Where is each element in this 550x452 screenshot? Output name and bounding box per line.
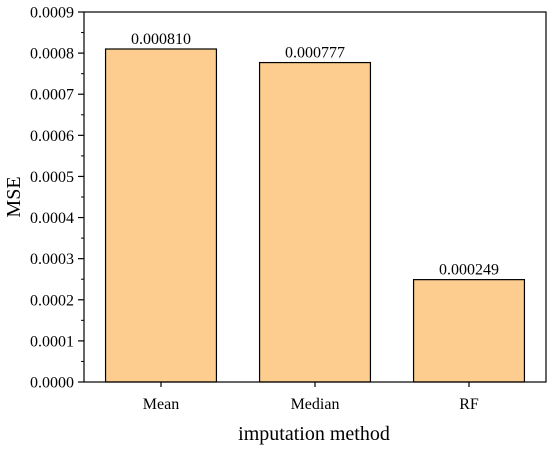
y-tick-label: 0.0006 (30, 128, 74, 145)
data-labels-layer: 0.000810 0.000777 0.000249 (131, 31, 499, 279)
y-tick-label: 0.0002 (30, 292, 74, 309)
bar-rf (412, 279, 526, 383)
y-tick-label: 0.0005 (30, 169, 74, 186)
x-tick-label-rf: RF (459, 396, 479, 413)
y-tick-label: 0.0003 (30, 251, 74, 268)
y-tick-label: 0.0009 (30, 5, 74, 22)
x-axis-title: imputation method (238, 423, 390, 445)
bar-mean (104, 48, 218, 383)
y-tick-label: 0.0001 (30, 333, 74, 350)
y-axis-title: MSE (3, 176, 25, 217)
data-label-rf: 0.000249 (439, 262, 499, 279)
bar-median (258, 61, 372, 383)
bars-layer (104, 48, 526, 383)
axes-layer: Mean Median RF 0.0000 0.0001 0.0002 0.0003 0.00… (30, 5, 547, 413)
data-label-median: 0.000777 (285, 45, 345, 62)
y-tick-label: 0.0007 (30, 87, 74, 104)
x-tick-label-median: Median (291, 396, 340, 413)
x-tick-label-mean: Mean (143, 396, 179, 413)
y-tick-label: 0.0004 (30, 210, 74, 227)
data-label-mean: 0.000810 (131, 31, 191, 48)
y-tick-label: 0.0008 (30, 46, 74, 63)
y-tick-label: 0.0000 (30, 375, 74, 392)
